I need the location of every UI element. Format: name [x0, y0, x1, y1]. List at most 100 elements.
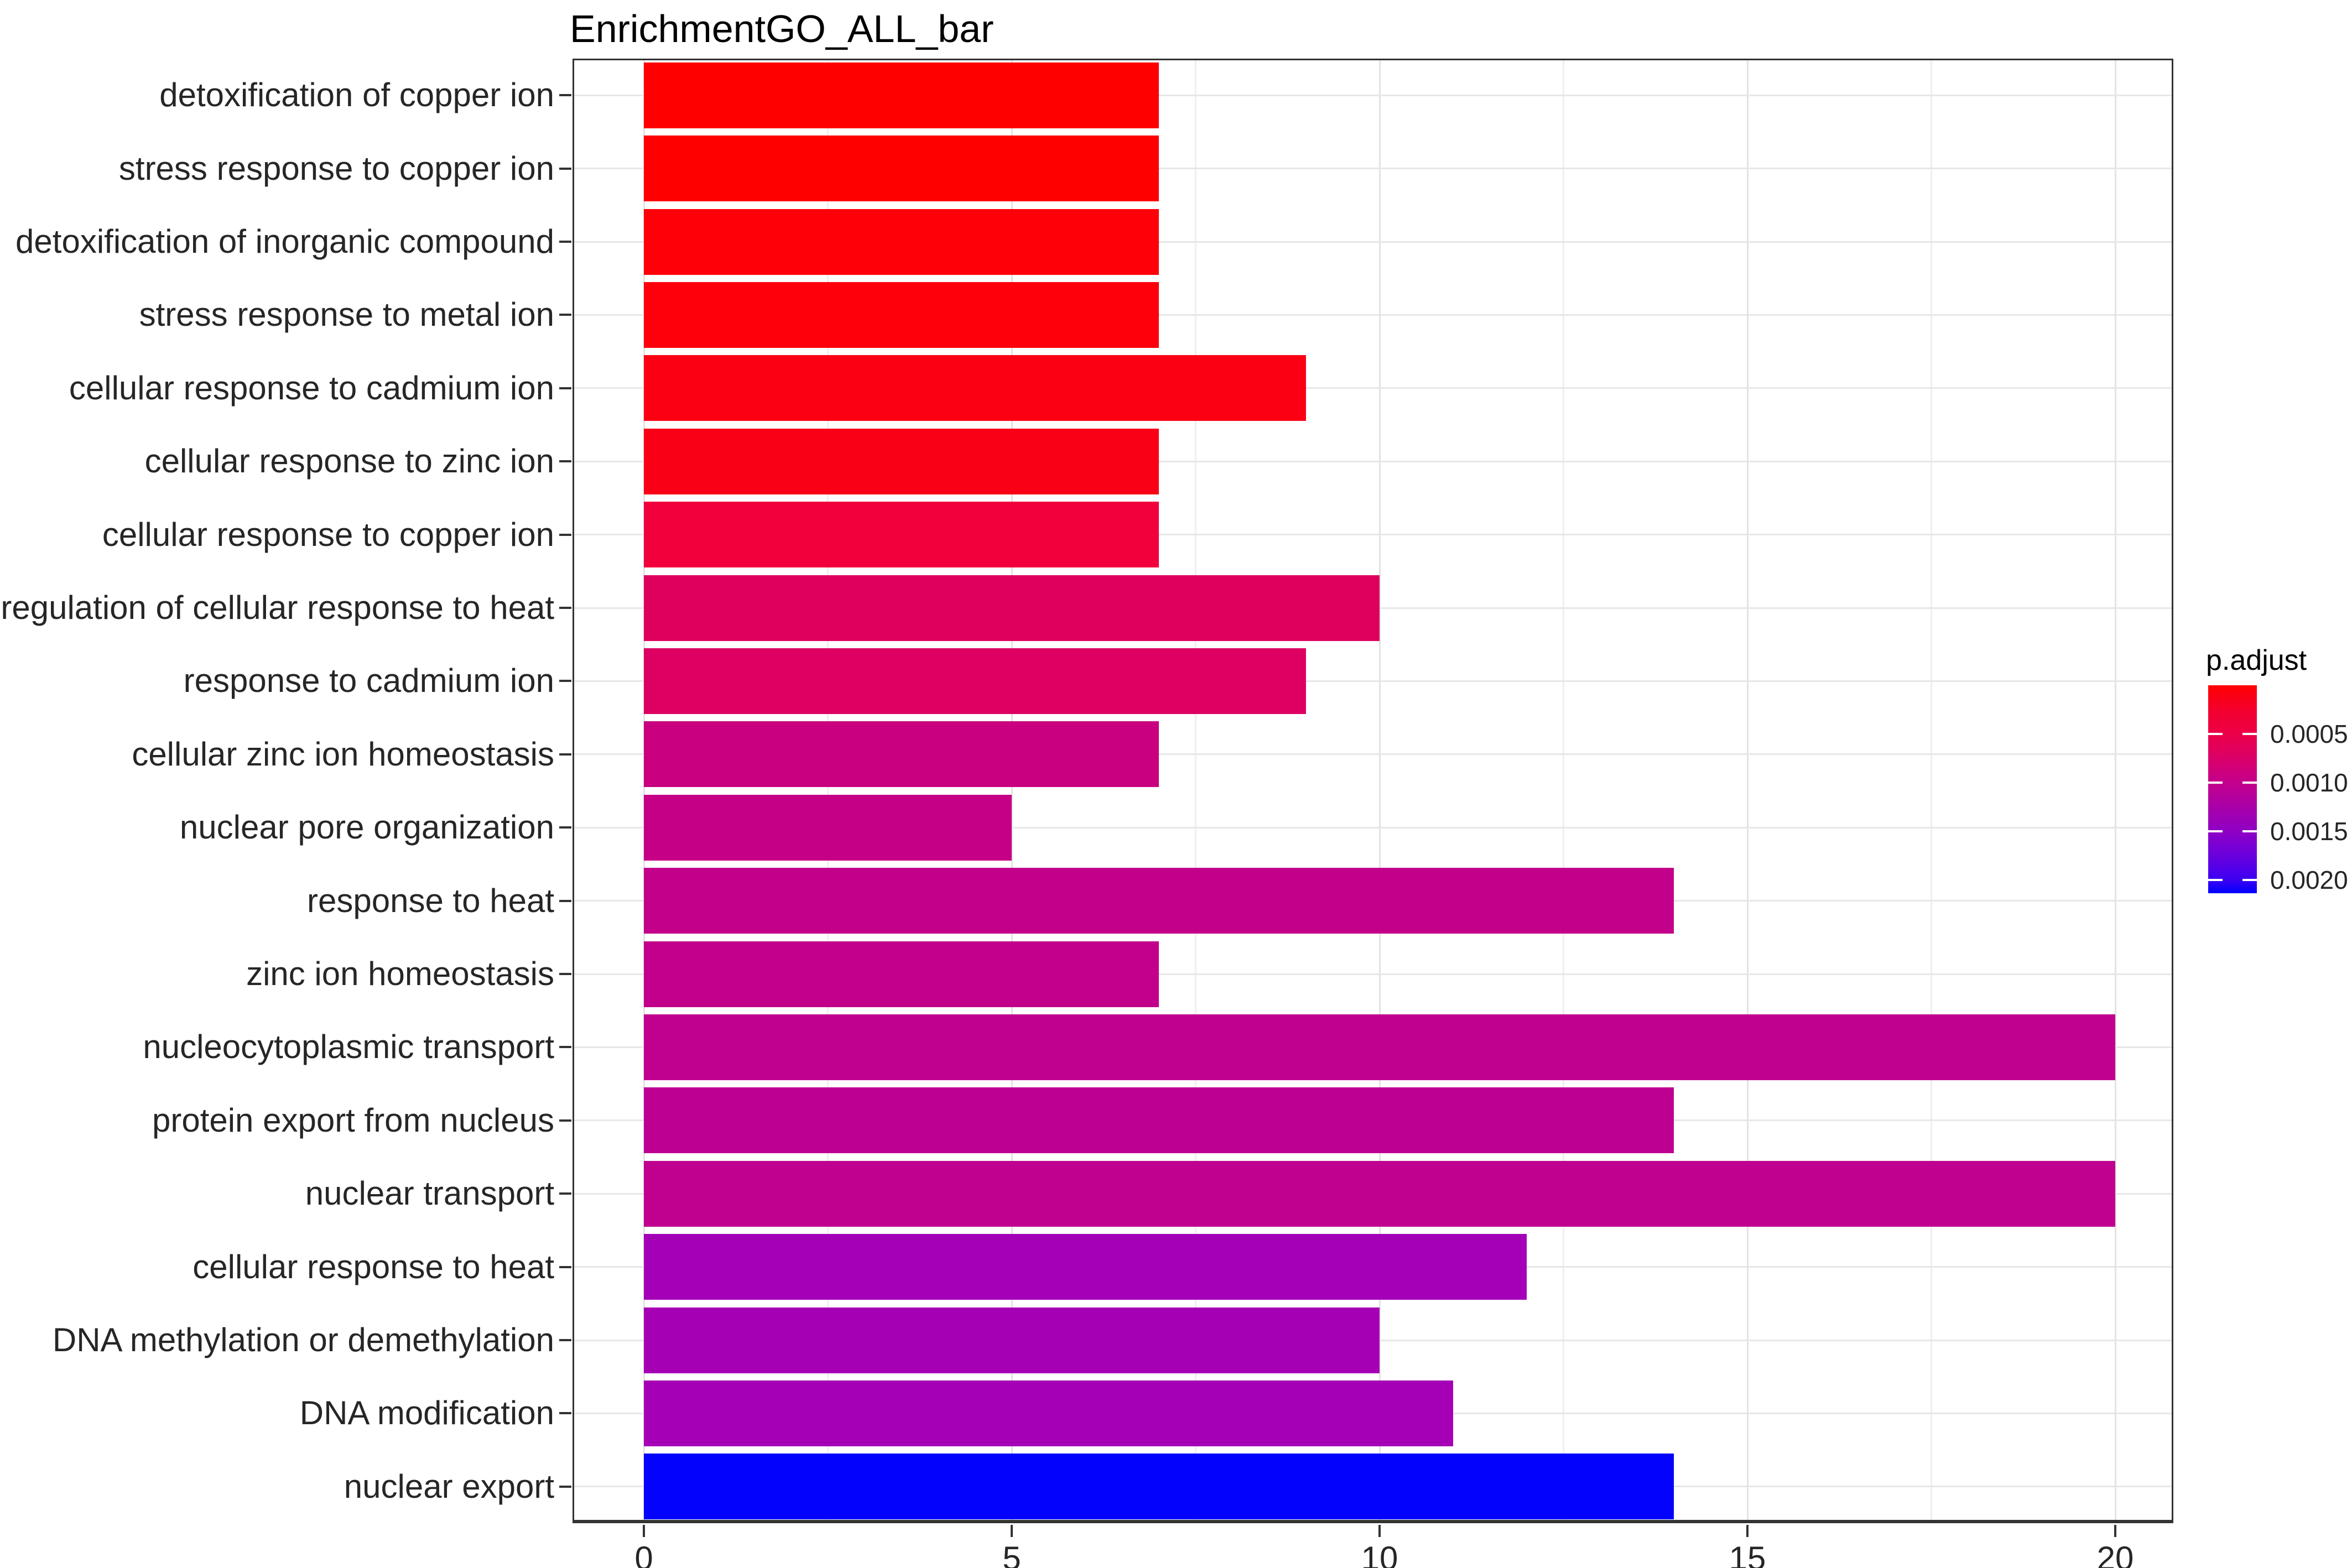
bar-stress-response-to-metal-ion	[644, 282, 1159, 348]
legend-tick-mark-left	[2208, 781, 2223, 784]
category-gridline	[574, 753, 2172, 756]
y-axis-label: cellular response to zinc ion	[144, 442, 554, 480]
x-axis-tick-label: 5	[1002, 1540, 1021, 1568]
legend-tick-mark-right	[2242, 781, 2257, 784]
x-tick-mark	[1011, 1525, 1013, 1537]
y-tick-mark	[559, 533, 571, 536]
category-gridline	[574, 534, 2172, 536]
y-tick-mark	[559, 1265, 571, 1268]
y-axis-label: nuclear pore organization	[179, 809, 554, 846]
y-tick-mark	[559, 1046, 571, 1049]
bar-dna-modification	[644, 1380, 1453, 1446]
x-axis-tick-label: 10	[1361, 1540, 1398, 1568]
legend-title: p.adjust	[2206, 644, 2307, 676]
bar-nuclear-transport	[644, 1160, 2115, 1227]
major-gridline	[2114, 60, 2116, 1520]
x-axis-tick-label: 15	[1729, 1540, 1766, 1568]
category-gridline	[574, 973, 2172, 975]
y-axis-label: DNA methylation or demethylation	[52, 1321, 554, 1358]
major-gridline	[643, 60, 645, 1520]
legend-tick-mark-left	[2208, 878, 2223, 881]
y-axis-label: protein export from nucleus	[152, 1101, 554, 1139]
category-gridline	[574, 314, 2172, 316]
major-gridline	[1011, 60, 1013, 1520]
y-tick-mark	[559, 899, 571, 902]
legend-tick-mark-right	[2242, 830, 2257, 832]
y-tick-mark	[559, 607, 571, 609]
bar-dna-methylation-or-demethylation	[644, 1307, 1380, 1373]
legend-tick-mark-left	[2208, 830, 2223, 832]
bar-cellular-response-to-cadmium-ion	[644, 355, 1306, 421]
legend-tick-label: 0.0010	[2270, 768, 2348, 797]
category-gridline	[574, 168, 2172, 170]
bar-cellular-response-to-zinc-ion	[644, 428, 1159, 494]
y-axis-label: response to cadmium ion	[183, 662, 554, 700]
bar-nuclear-pore-organization	[644, 794, 1012, 861]
legend-tick-label: 0.0005	[2270, 719, 2348, 748]
x-axis-tick-label: 0	[634, 1540, 653, 1568]
y-axis-label: stress response to metal ion	[139, 296, 554, 334]
minor-gridline	[1195, 60, 1196, 1520]
bar-protein-export-from-nucleus	[644, 1087, 1674, 1154]
y-axis-label: detoxification of inorganic compound	[15, 223, 554, 260]
y-tick-mark	[559, 167, 571, 170]
y-tick-mark	[559, 973, 571, 975]
y-tick-mark	[559, 753, 571, 756]
bar-stress-response-to-copper-ion	[644, 136, 1159, 202]
bar-detoxification-of-inorganic-compound	[644, 209, 1159, 275]
bar-cellular-zinc-ion-homeostasis	[644, 721, 1159, 788]
category-gridline	[574, 460, 2172, 462]
y-tick-mark	[559, 680, 571, 683]
y-axis-label: response to heat	[307, 882, 554, 919]
y-axis-label: nuclear export	[344, 1467, 554, 1505]
category-gridline	[574, 826, 2172, 829]
legend: p.adjust 0.0005 0.0010 0.0015 0.0020	[2190, 636, 2352, 968]
bar-cellular-response-to-copper-ion	[644, 502, 1159, 568]
y-tick-mark	[559, 94, 571, 97]
y-tick-mark	[559, 1412, 571, 1415]
bar-response-to-cadmium-ion	[644, 648, 1306, 714]
bar-nuclear-export	[644, 1454, 1674, 1520]
y-tick-mark	[559, 314, 571, 316]
y-axis-label: cellular response to heat	[192, 1248, 554, 1285]
y-tick-mark	[559, 241, 571, 243]
bar-zinc-ion-homeostasis	[644, 941, 1159, 1007]
legend-tick-mark-left	[2208, 732, 2223, 735]
y-tick-mark	[559, 1119, 571, 1122]
bar-regulation-of-cellular-response-to-heat	[644, 575, 1380, 641]
y-tick-mark	[559, 387, 571, 389]
legend-tick-label: 0.0015	[2270, 816, 2348, 846]
category-gridline	[574, 680, 2172, 682]
y-tick-mark	[559, 1485, 571, 1488]
y-axis-label: cellular response to copper ion	[102, 515, 554, 553]
y-axis-label: nucleocytoplasmic transport	[143, 1028, 554, 1066]
y-axis-label: DNA modification	[299, 1394, 554, 1432]
y-tick-mark	[559, 826, 571, 829]
legend-tick-label: 0.0020	[2270, 865, 2348, 894]
x-tick-mark	[2114, 1525, 2116, 1537]
bar-response-to-heat	[644, 868, 1674, 934]
y-tick-mark	[559, 1339, 571, 1341]
category-gridline	[574, 387, 2172, 389]
bar-nucleocytoplasmic-transport	[644, 1014, 2115, 1080]
x-axis-tick-label: 20	[2096, 1540, 2134, 1568]
x-tick-mark	[1378, 1525, 1381, 1537]
category-gridline	[574, 241, 2172, 243]
bar-detoxification-of-copper-ion	[644, 62, 1159, 128]
chart-title: EnrichmentGO_ALL_bar	[570, 7, 994, 50]
bar-cellular-response-to-heat	[644, 1234, 1527, 1300]
y-axis-label: cellular response to cadmium ion	[69, 369, 554, 407]
y-axis-label: zinc ion homeostasis	[246, 955, 554, 992]
y-axis-label: cellular zinc ion homeostasis	[132, 735, 554, 773]
minor-gridline	[1930, 60, 1932, 1520]
x-tick-mark	[1746, 1525, 1749, 1537]
plot-panel	[573, 59, 2173, 1523]
y-tick-mark	[559, 460, 571, 463]
y-axis-label: nuclear transport	[305, 1175, 554, 1212]
x-tick-mark	[643, 1525, 645, 1537]
legend-tick-mark-right	[2242, 732, 2257, 735]
y-axis-label: regulation of cellular response to heat	[1, 589, 554, 626]
minor-gridline	[827, 60, 829, 1520]
legend-tick-mark-right	[2242, 878, 2257, 881]
